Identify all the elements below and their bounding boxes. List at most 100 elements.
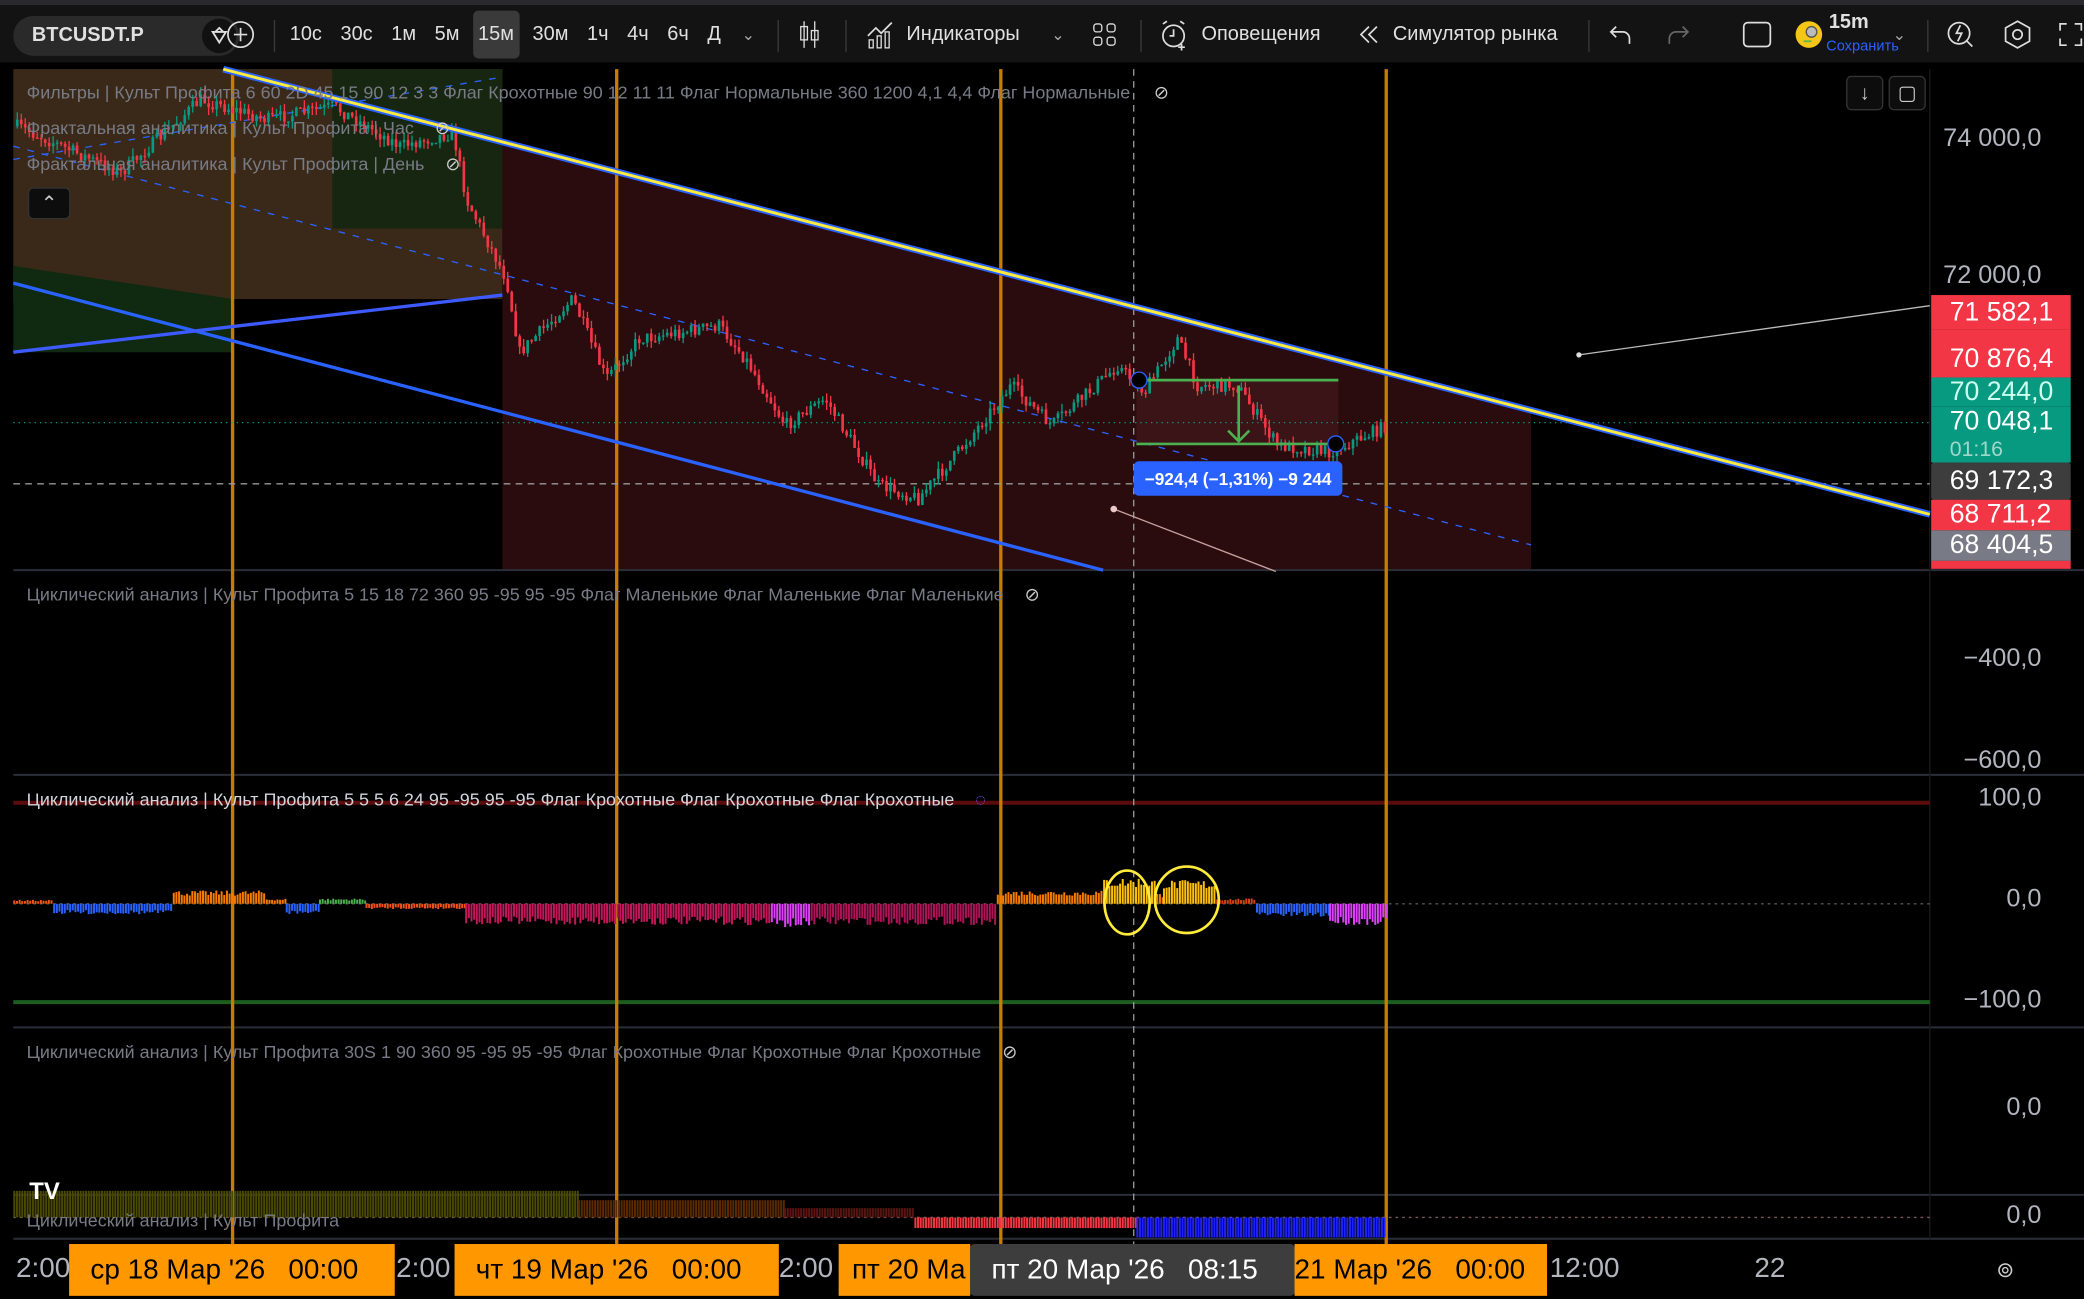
timeframe-3[interactable]: 5м — [434, 22, 460, 46]
legend-fractal-hour[interactable]: Фрактальная аналитика | Культ Профита | … — [27, 118, 450, 139]
histogram-bar — [1290, 1217, 1293, 1238]
indicators-chevron-down-icon[interactable]: ⌄ — [1051, 24, 1065, 44]
reset-chart-button[interactable]: ▢ — [1888, 75, 1926, 111]
histogram-bar — [130, 903, 133, 911]
eye-off-icon[interactable]: ⊘ — [1153, 82, 1169, 103]
timeframe-7[interactable]: 4ч — [627, 22, 649, 46]
histogram-bar — [71, 903, 74, 911]
candle-body — [406, 139, 410, 147]
eye-off-icon[interactable]: ⊘ — [1024, 584, 1040, 605]
timeframe-5[interactable]: 30м — [532, 22, 569, 46]
histogram-bar — [909, 1208, 912, 1218]
histogram-bar — [679, 1200, 682, 1218]
timeframe-8[interactable]: 6ч — [667, 22, 689, 46]
candle-body — [1080, 394, 1084, 400]
candle-body — [1100, 375, 1104, 379]
legend-pane4[interactable]: Циклический анализ | Культ Профита 30S 1… — [27, 1042, 1018, 1063]
histogram-bar — [329, 900, 332, 904]
legend-pane5[interactable]: Циклический анализ | Культ Профита — [27, 1211, 340, 1232]
eye-off-icon[interactable]: ⊘ — [434, 118, 450, 139]
histogram-bar — [119, 1190, 122, 1218]
layout-menu[interactable]: 15m Сохранить — [1794, 5, 1903, 62]
histogram-bar — [164, 903, 167, 911]
layouts-button[interactable] — [1091, 5, 1118, 62]
histogram-bar — [247, 1190, 250, 1218]
layout-chevron-down-icon[interactable]: ⌄ — [1892, 24, 1906, 44]
price-label-red: 70 876,4 — [1931, 329, 2071, 378]
histogram-bar — [276, 899, 279, 904]
alerts-button[interactable]: Оповещения — [1159, 5, 1321, 62]
tradingview-logo[interactable]: TV — [29, 1177, 60, 1205]
redo-button[interactable] — [1664, 5, 1691, 62]
candle-body — [15, 119, 19, 127]
time-axis-settings-icon[interactable]: ⊚ — [1996, 1259, 2015, 1283]
histogram-bar — [708, 1200, 711, 1218]
candle-body — [873, 469, 876, 482]
histogram-bar — [619, 903, 622, 921]
timeframe-6[interactable]: 1ч — [587, 22, 609, 46]
candle-body — [633, 339, 637, 352]
histogram-bar — [127, 1190, 130, 1218]
candle-body — [295, 107, 298, 116]
candle-body — [370, 125, 374, 130]
eye-off-icon[interactable]: ⊘ — [1002, 1041, 1018, 1062]
settings-button[interactable] — [2002, 5, 2034, 62]
collapse-legend-button[interactable]: ⌃ — [27, 187, 71, 220]
histogram-bar — [752, 903, 755, 919]
histogram-bar — [733, 903, 736, 920]
candle-type-button[interactable] — [797, 5, 821, 62]
histogram-bar — [712, 903, 715, 921]
timeframe-chevron-down-icon[interactable]: ⌄ — [741, 24, 756, 44]
histogram-bar — [671, 1200, 674, 1218]
histogram-bar — [618, 1200, 621, 1218]
histogram-bar — [571, 903, 574, 918]
timeframe-2[interactable]: 1м — [391, 22, 417, 46]
histogram-bar — [1224, 1217, 1227, 1238]
timeframe-4[interactable]: 15м — [472, 9, 520, 58]
histogram-bar — [1293, 1217, 1296, 1238]
legend-pane2[interactable]: Циклический анализ | Культ Профита 5 15 … — [27, 585, 1040, 606]
histogram-bar — [925, 1217, 928, 1229]
legend-fractal-day[interactable]: Фрактальная аналитика | Культ Профита | … — [27, 154, 461, 175]
candle-body — [929, 480, 932, 490]
histogram-bar — [143, 903, 146, 914]
candle-body — [307, 106, 310, 114]
indicators-label: Индикаторы — [906, 22, 1020, 46]
candle-body — [330, 101, 334, 103]
histogram-bar — [202, 890, 205, 904]
fullscreen-square-button[interactable] — [1741, 5, 1773, 62]
save-button[interactable]: Сохранить — [1826, 38, 1899, 55]
eye-off-icon[interactable]: ⊘ — [445, 154, 461, 175]
indicators-button[interactable]: Индикаторы — [865, 5, 1020, 62]
histogram-bar — [260, 1190, 263, 1218]
histogram-bar — [437, 903, 440, 910]
undo-button[interactable] — [1608, 5, 1635, 62]
histogram-bar — [241, 891, 244, 904]
candle-body — [195, 101, 199, 107]
histogram-bar — [587, 903, 590, 922]
timeframe-0[interactable]: 10с — [289, 22, 322, 46]
timeframe-1[interactable]: 30с — [340, 22, 373, 46]
add-symbol-button[interactable] — [226, 5, 255, 62]
histogram-bar — [877, 1208, 880, 1218]
alarm-clock-icon — [1162, 19, 1186, 50]
histogram-bar — [1044, 893, 1047, 904]
histogram-bar — [87, 1190, 90, 1218]
histogram-bar — [332, 1190, 335, 1218]
symbol-search[interactable]: BTCUSDT.P — [13, 15, 240, 56]
legend-pane3[interactable]: Циклический анализ | Культ Профита 5 5 5… — [27, 789, 986, 809]
timeframe-9[interactable]: Д — [707, 22, 721, 46]
candle-body — [283, 111, 286, 122]
market-simulator-button[interactable]: Симулятор рынка — [1356, 5, 1558, 62]
scroll-to-latest-button[interactable]: ↓ — [1846, 75, 1884, 111]
histogram-bar — [154, 1190, 157, 1218]
histogram-bar — [1065, 1217, 1068, 1229]
quick-search-button[interactable] — [1946, 5, 1975, 62]
candle-body — [434, 142, 438, 145]
legend-filters[interactable]: Фильтры | Культ Профита 6 60 2D 45 15 90… — [27, 82, 1169, 103]
diamond-icon[interactable] — [202, 18, 237, 54]
fullscreen-button[interactable] — [2057, 5, 2084, 62]
histogram-bar — [832, 903, 834, 918]
histogram-bar — [61, 903, 64, 914]
